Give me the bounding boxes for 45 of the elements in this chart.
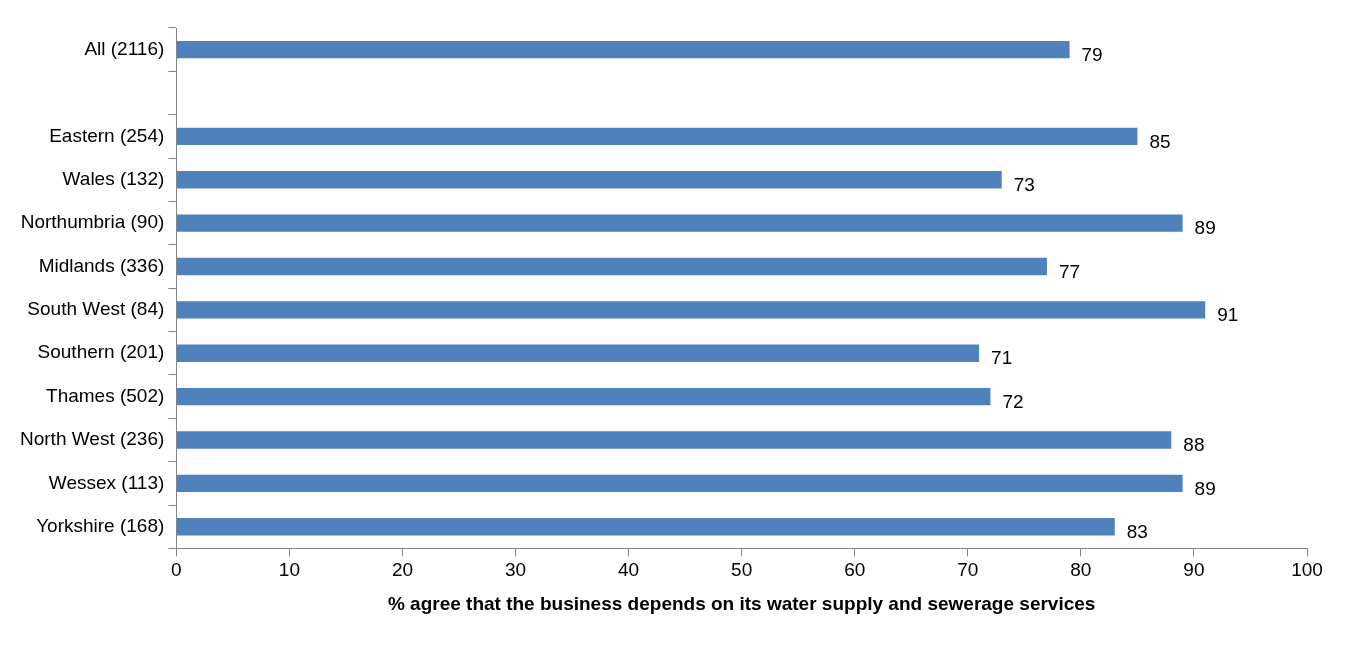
data-label: 89: [1194, 477, 1216, 499]
y-tick-label: Northumbria (90): [20, 211, 165, 233]
data-label: 71: [991, 347, 1013, 369]
bar: [176, 41, 1070, 59]
bar: [176, 387, 991, 406]
x-tick-label: 90: [1183, 559, 1205, 581]
data-label: 91: [1217, 304, 1239, 326]
data-label: 77: [1058, 260, 1081, 282]
data-label: 89: [1194, 217, 1216, 239]
x-tick-label: 80: [1070, 559, 1092, 581]
x-tick-label: 30: [504, 559, 527, 581]
data-label: 88: [1183, 434, 1205, 456]
x-tick-label: 40: [618, 559, 640, 581]
y-tick-label: North West (236): [20, 428, 165, 450]
y-tick-label: Southern (201): [37, 341, 165, 363]
y-tick-label: Thames (502): [46, 384, 165, 406]
y-tick-label: Eastern (254): [49, 124, 165, 146]
bar: [176, 474, 1183, 493]
y-tick-label: Yorkshire (168): [36, 514, 165, 536]
x-tick-label: 0: [171, 559, 182, 581]
y-tick-label: Wales (132): [62, 168, 165, 190]
y-tick-label: Wessex (113): [48, 471, 165, 493]
y-tick-label: Midlands (336): [38, 254, 165, 276]
x-tick-label: 20: [391, 559, 414, 581]
bar: [176, 127, 1138, 146]
bar: [176, 518, 1115, 536]
y-tick-label: All (2116): [84, 37, 165, 59]
x-tick-label: 60: [844, 559, 866, 581]
data-label: 85: [1149, 130, 1171, 152]
x-axis-title: % agree that the business depends on its water supply and sewerage services: [387, 592, 1096, 614]
bar: [176, 214, 1183, 232]
data-label: 73: [1013, 174, 1035, 196]
x-tick-label: 10: [278, 559, 300, 581]
x-tick-label: 100: [1291, 559, 1323, 581]
y-tick-label: South West (84): [27, 298, 165, 320]
bar: [176, 344, 980, 362]
bar: [176, 431, 1172, 449]
data-label: 83: [1126, 520, 1148, 542]
bar: [176, 171, 1002, 189]
bar: [176, 301, 1206, 319]
bar: [176, 257, 1047, 276]
x-tick-label: 50: [731, 559, 753, 581]
data-label: 72: [1002, 390, 1024, 412]
x-tick-label: 70: [957, 559, 979, 581]
data-label: 79: [1081, 43, 1103, 65]
